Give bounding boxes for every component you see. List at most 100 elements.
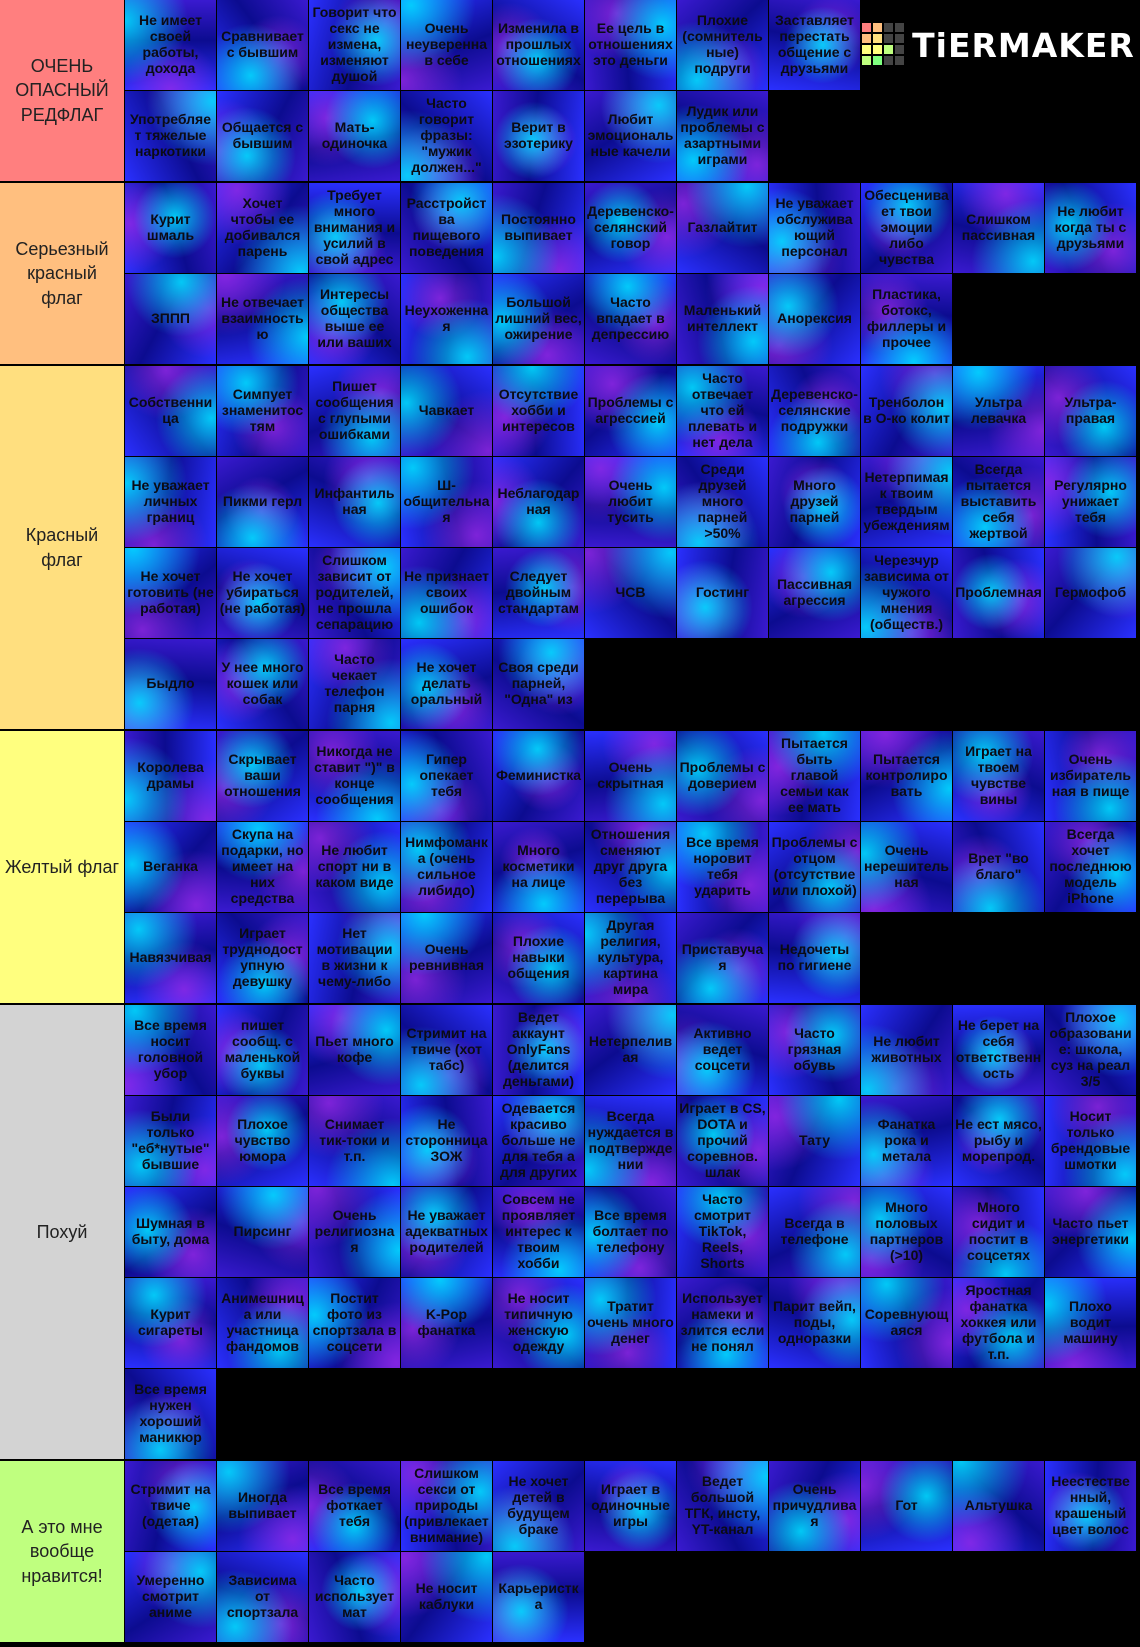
- tier-item[interactable]: ЗППП: [125, 274, 216, 364]
- tier-item[interactable]: Говорит что секс не измена, изменяют душ…: [309, 0, 400, 90]
- tier-item[interactable]: Постоянно выпивает: [493, 183, 584, 273]
- tier-item[interactable]: Скрывает ваши отношения: [217, 731, 308, 821]
- tier-item[interactable]: Часто смотрит TikTok, Reels, Shorts: [677, 1187, 768, 1277]
- tier-item[interactable]: Очень причудливая: [769, 1461, 860, 1551]
- tier-item[interactable]: Альтушка: [953, 1461, 1044, 1551]
- tier-item[interactable]: Фанатка рока и метала: [861, 1096, 952, 1186]
- tier-item[interactable]: Не любит животных: [861, 1005, 952, 1095]
- tier-item[interactable]: Пытается контролировать: [861, 731, 952, 821]
- tier-item[interactable]: Симпует знаменитостям: [217, 366, 308, 456]
- tier-item[interactable]: Ведет аккаунт OnlyFans (делится деньгами…: [493, 1005, 584, 1095]
- tier-item[interactable]: Маленький интеллект: [677, 274, 768, 364]
- tier-item[interactable]: Не уважает личных границ: [125, 457, 216, 547]
- tier-item[interactable]: Отношения сменяют друг друга без перерыв…: [585, 822, 676, 912]
- tier-item[interactable]: Употребляет тяжелые наркотики: [125, 91, 216, 181]
- tier-item[interactable]: Все время носит головной убор: [125, 1005, 216, 1095]
- tier-item[interactable]: Очень религиозная: [309, 1187, 400, 1277]
- tier-item[interactable]: Играет в одиночные игры: [585, 1461, 676, 1551]
- tier-item[interactable]: Все время фоткает тебя: [309, 1461, 400, 1551]
- tier-item[interactable]: Скупа на подарки, но имеет на них средст…: [217, 822, 308, 912]
- tier-item[interactable]: Часто использует мат: [309, 1552, 400, 1642]
- tier-item[interactable]: Снимает тик-токи и т.п.: [309, 1096, 400, 1186]
- tier-item[interactable]: Не любит когда ты с друзьями: [1045, 183, 1136, 273]
- tier-item[interactable]: У нее много кошек или собак: [217, 639, 308, 729]
- tier-item[interactable]: Плохо водит машину: [1045, 1278, 1136, 1368]
- tier-item[interactable]: Следует двойным стандартам: [493, 548, 584, 638]
- tier-item[interactable]: Много косметики на лице: [493, 822, 584, 912]
- tier-item[interactable]: Не носит каблуки: [401, 1552, 492, 1642]
- tier-item[interactable]: Гот: [861, 1461, 952, 1551]
- tier-item[interactable]: Сравнивает с бывшим: [217, 0, 308, 90]
- tier-item[interactable]: Отсутствие хобби и интересов: [493, 366, 584, 456]
- tier-item[interactable]: Стримит на твиче (одетая): [125, 1461, 216, 1551]
- tier-item[interactable]: Быдло: [125, 639, 216, 729]
- tier-item[interactable]: Интересы общества выше ее или ваших: [309, 274, 400, 364]
- tier-item[interactable]: Плохое образование: школа, суз на реал 3…: [1045, 1005, 1136, 1095]
- tier-item[interactable]: Играет в CS, DOTA и прочий соревнов. шла…: [677, 1096, 768, 1186]
- tier-item[interactable]: Чавкает: [401, 366, 492, 456]
- tier-item[interactable]: Неухоженная: [401, 274, 492, 364]
- tier-item[interactable]: Очень ревнивная: [401, 913, 492, 1003]
- tier-item[interactable]: Тату: [769, 1096, 860, 1186]
- tier-item[interactable]: Часто чекает телефон парня: [309, 639, 400, 729]
- tier-item[interactable]: Не отвечает взаимностью: [217, 274, 308, 364]
- tier-item[interactable]: Не ест мясо, рыбу и морепрод.: [953, 1096, 1044, 1186]
- tier-item[interactable]: Все время нужен хороший маникюр: [125, 1369, 216, 1459]
- tier-item[interactable]: Не имеет своей работы, дохода: [125, 0, 216, 90]
- tier-item[interactable]: Черезчур зависима от чужого мнения (обще…: [861, 548, 952, 638]
- tier-item[interactable]: Очень любит тусить: [585, 457, 676, 547]
- tier-item[interactable]: Использует намеки и злится если не понял: [677, 1278, 768, 1368]
- tier-item[interactable]: Среди друзей много парней >50%: [677, 457, 768, 547]
- tier-item[interactable]: Не носит типичную женскую одежду: [493, 1278, 584, 1368]
- tier-item[interactable]: Проблемы с агрессией: [585, 366, 676, 456]
- tier-item[interactable]: Умеренно смотрит аниме: [125, 1552, 216, 1642]
- tier-item[interactable]: Нетерпимая к твоим твердым убеждениям: [861, 457, 952, 547]
- tier-item[interactable]: Слишком зависит от родителей, не прошла …: [309, 548, 400, 638]
- tier-item[interactable]: Часто впадает в депрессию: [585, 274, 676, 364]
- tier-item[interactable]: Плохое чувство юмора: [217, 1096, 308, 1186]
- tier-item[interactable]: Ведет большой ТГК, инсту, YT-канал: [677, 1461, 768, 1551]
- tier-item[interactable]: Курит сигареты: [125, 1278, 216, 1368]
- tier-item[interactable]: Плохие (сомнительные) подруги: [677, 0, 768, 90]
- tier-item[interactable]: Зависима от спортзала: [217, 1552, 308, 1642]
- tier-item[interactable]: Много друзей парней: [769, 457, 860, 547]
- tier-item[interactable]: Иногда выпивает: [217, 1461, 308, 1551]
- tier-item[interactable]: Общается с бывшим: [217, 91, 308, 181]
- tier-item[interactable]: Всегда нуждается в подтверждении: [585, 1096, 676, 1186]
- tier-item[interactable]: Расстройства пищевого поведения: [401, 183, 492, 273]
- tier-item[interactable]: Не любит спорт ни в каком виде: [309, 822, 400, 912]
- tier-item[interactable]: Нетерпеливая: [585, 1005, 676, 1095]
- tier-item[interactable]: Были только "еб*нутые" бывшие: [125, 1096, 216, 1186]
- tier-item[interactable]: Много половых партнеров (>10): [861, 1187, 952, 1277]
- tier-item[interactable]: Требует много внимания и усилий в свой а…: [309, 183, 400, 273]
- tier-item[interactable]: Пластика, ботокс, филлеры и прочее: [861, 274, 952, 364]
- tier-item[interactable]: Не хочет готовить (не работая): [125, 548, 216, 638]
- tier-item[interactable]: Другая религия, культура, картина мира: [585, 913, 676, 1003]
- tier-item[interactable]: Инфантильная: [309, 457, 400, 547]
- tier-item[interactable]: Гостинг: [677, 548, 768, 638]
- tier-item[interactable]: Много сидит и постит в соцсетях: [953, 1187, 1044, 1277]
- tier-item[interactable]: Ультра-правая: [1045, 366, 1136, 456]
- tier-item[interactable]: Анимешница или участница фандомов: [217, 1278, 308, 1368]
- tier-item[interactable]: Очень скрытная: [585, 731, 676, 821]
- tier-item[interactable]: Играет на твоем чувстве вины: [953, 731, 1044, 821]
- tier-item[interactable]: Всегда хочет последнюю модель iPhone: [1045, 822, 1136, 912]
- tier-item[interactable]: Деревенско-селянский говор: [585, 183, 676, 273]
- tier-item[interactable]: Веганка: [125, 822, 216, 912]
- tier-item[interactable]: ЧСВ: [585, 548, 676, 638]
- tier-item[interactable]: пишет сообщ. с маленькой буквы: [217, 1005, 308, 1095]
- tier-item[interactable]: Часто говорит фразы: "мужик должен...": [401, 91, 492, 181]
- tier-item[interactable]: Пикми герл: [217, 457, 308, 547]
- tier-item[interactable]: Нимфоманка (очень сильное либидо): [401, 822, 492, 912]
- tier-item[interactable]: Пишет сообщения с глупыми ошибками: [309, 366, 400, 456]
- tier-item[interactable]: Навязчивая: [125, 913, 216, 1003]
- tier-item[interactable]: Карьеристка: [493, 1552, 584, 1642]
- tier-item[interactable]: Недочеты по гигиене: [769, 913, 860, 1003]
- tier-item[interactable]: Большой лишний вес, ожирение: [493, 274, 584, 364]
- tier-item[interactable]: Очень избирательная в пище: [1045, 731, 1136, 821]
- tier-item[interactable]: Приставучая: [677, 913, 768, 1003]
- tier-item[interactable]: Часто отвечает что ей плевать и нет дела: [677, 366, 768, 456]
- tier-item[interactable]: Не хочет детей в будущем браке: [493, 1461, 584, 1551]
- tier-item[interactable]: Всегда пытается выставить себя жертвой: [953, 457, 1044, 547]
- tier-item[interactable]: Нет мотивации в жизни к чему-либо: [309, 913, 400, 1003]
